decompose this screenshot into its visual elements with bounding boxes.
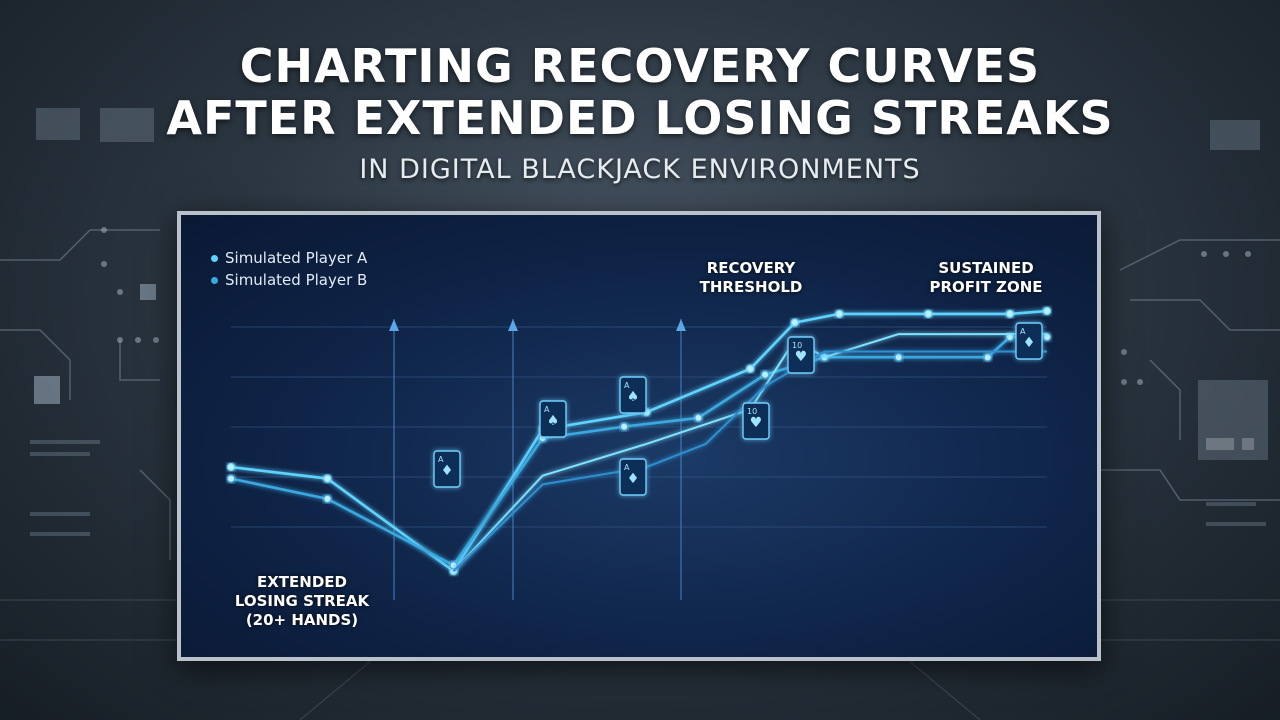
playing-card-heart-icon: 10♥ bbox=[742, 402, 770, 440]
chart-legend: Simulated Player A Simulated Player B bbox=[211, 247, 367, 291]
header: CHARTING RECOVERY CURVES AFTER EXTENDED … bbox=[0, 40, 1280, 185]
card-rank: A bbox=[544, 405, 550, 414]
series-point bbox=[226, 474, 236, 483]
recovery-chart: A♦A♠A♠A♦10♥10♥A♦ bbox=[226, 306, 1052, 600]
card-suit: ♦ bbox=[441, 463, 454, 479]
card-rank: A bbox=[624, 381, 630, 390]
series-point bbox=[746, 364, 755, 373]
page-title-line-2: AFTER EXTENDED LOSING STREAKS bbox=[166, 91, 1114, 145]
series-line-1 bbox=[230, 335, 1047, 567]
series-point bbox=[1042, 306, 1052, 316]
series-point bbox=[894, 353, 903, 362]
series-point bbox=[760, 370, 770, 379]
legend-label-player-b: Simulated Player B bbox=[225, 271, 368, 289]
series-point bbox=[449, 561, 458, 570]
series-point bbox=[323, 474, 332, 483]
legend-item-player-b: Simulated Player B bbox=[211, 269, 367, 291]
card-rank: A bbox=[438, 455, 444, 464]
card-suit: ♦ bbox=[1023, 335, 1036, 351]
card-suit: ♠ bbox=[547, 413, 560, 429]
page-subtitle: IN DIGITAL BLACKJACK ENVIRONMENTS bbox=[359, 154, 921, 185]
page-title-line-1: CHARTING RECOVERY CURVES bbox=[239, 39, 1041, 93]
arrow-head bbox=[676, 319, 686, 331]
series-line-0 bbox=[230, 309, 1048, 573]
annotation-recovery-threshold: RECOVERY THRESHOLD bbox=[699, 259, 803, 296]
card-suit: ♥ bbox=[795, 349, 808, 365]
series-point bbox=[924, 309, 933, 319]
card-rank: A bbox=[1020, 327, 1026, 336]
series-point bbox=[983, 353, 992, 362]
series-point bbox=[1005, 309, 1015, 319]
series-point bbox=[835, 309, 844, 319]
chart-panel: A ♦ A ♠ A ♠ A ♦ 10 ♥ 10 ♥ A ♦ Simulated Player A Simu… bbox=[177, 211, 1101, 661]
playing-card-diamond-icon: A♦ bbox=[433, 450, 461, 488]
legend-dot-player-b bbox=[211, 276, 218, 284]
series-point bbox=[694, 413, 703, 423]
playing-card-diamond-icon: A♦ bbox=[619, 458, 647, 496]
card-suit: ♦ bbox=[627, 471, 640, 487]
series-point bbox=[226, 462, 236, 472]
legend-item-player-a: Simulated Player A bbox=[211, 247, 367, 269]
card-rank: 10 bbox=[747, 407, 757, 416]
card-rank: A bbox=[624, 463, 630, 472]
legend-dot-player-a bbox=[211, 254, 218, 262]
annotation-losing-streak: EXTENDED LOSING STREAK (20+ HANDS) bbox=[234, 573, 370, 629]
playing-card-spade-icon: A♠ bbox=[619, 376, 647, 414]
series-point bbox=[323, 494, 332, 504]
legend-label-player-a: Simulated Player A bbox=[225, 249, 368, 267]
series-point bbox=[790, 318, 799, 327]
playing-card-spade-icon: A♠ bbox=[539, 400, 567, 438]
series-line-3 bbox=[452, 350, 1047, 572]
card-suit: ♠ bbox=[627, 389, 640, 405]
series-point bbox=[619, 422, 629, 431]
card-rank: 10 bbox=[792, 341, 802, 350]
arrow-head bbox=[389, 319, 399, 331]
annotation-profit-zone: SUSTAINED PROFIT ZONE bbox=[929, 259, 1043, 296]
playing-card-heart-icon: 10♥ bbox=[787, 336, 815, 374]
card-suit: ♥ bbox=[750, 415, 763, 431]
arrow-head bbox=[508, 319, 518, 331]
playing-card-diamond-icon: A♦ bbox=[1015, 322, 1043, 360]
